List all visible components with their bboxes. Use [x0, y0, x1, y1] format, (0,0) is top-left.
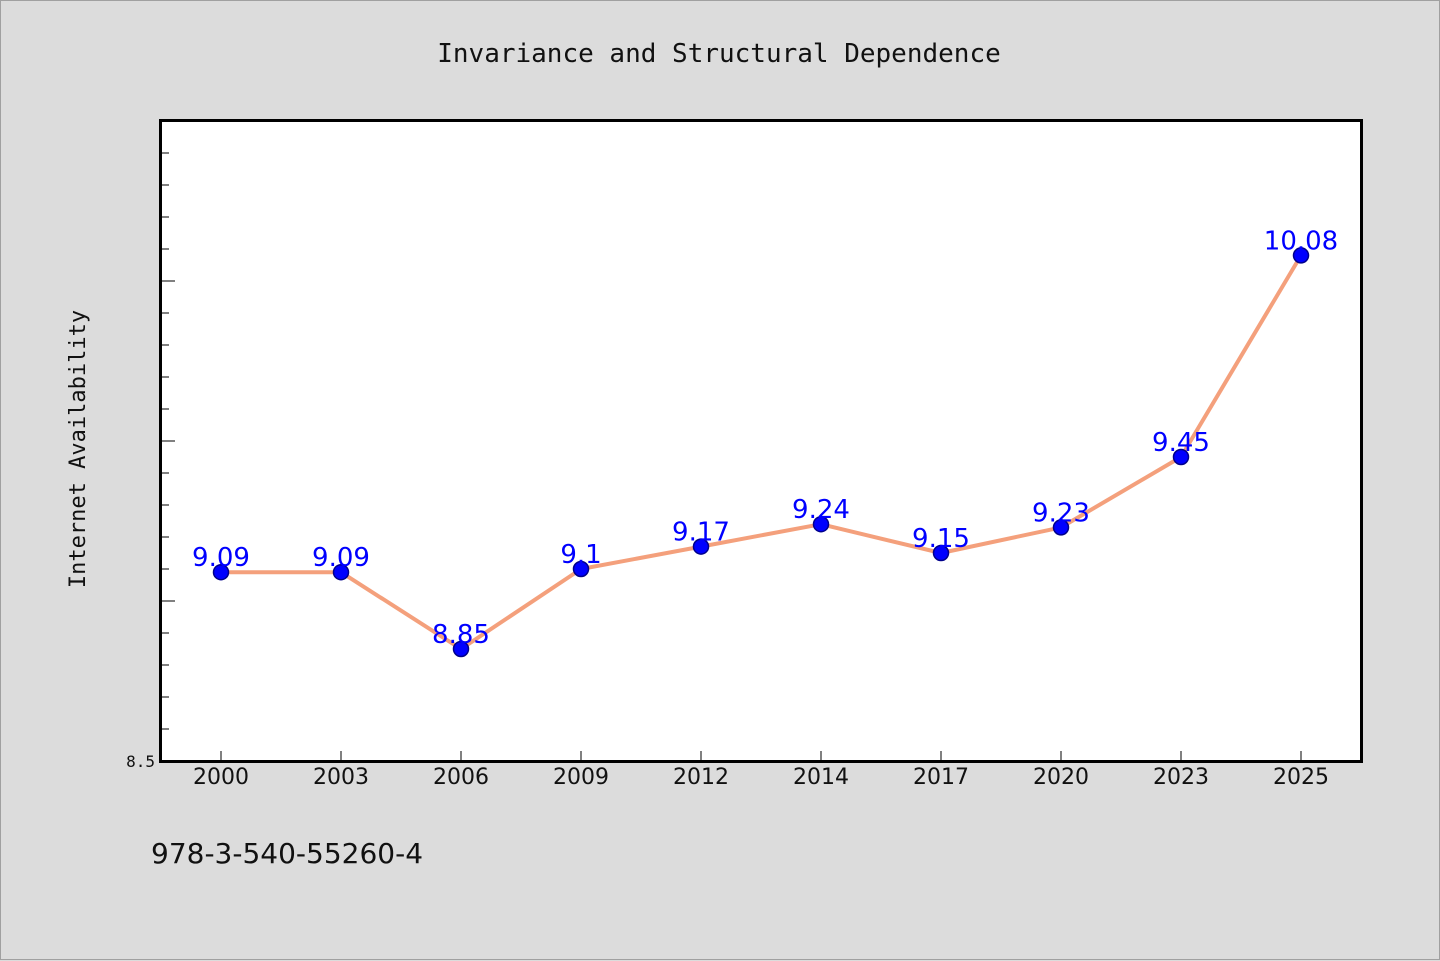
data-point [932, 544, 950, 562]
data-point [1292, 247, 1310, 264]
data-label: 8.85 [432, 620, 490, 650]
isbn-text: 978-3-540-55260-4 [151, 837, 424, 870]
plot-area [159, 119, 1363, 763]
data-point [1172, 448, 1190, 466]
x-tick-label: 2009 [553, 765, 609, 790]
y-tick-label: 8.5 [126, 752, 155, 771]
data-point [452, 640, 470, 658]
chart-title: Invariance and Structural Dependence [437, 39, 1001, 69]
x-tick-label: 2000 [193, 765, 249, 790]
data-label: 9.45 [1152, 428, 1210, 458]
y-axis-ticks: 8.5 [126, 152, 175, 771]
series-group [212, 247, 1310, 658]
data-labels: 9.09 9.09 8.85 9.1 9.17 9.24 9.15 9.23 9.45 10.08 [192, 226, 1338, 650]
x-tick-label: 2023 [1153, 765, 1209, 790]
x-tick-label: 2006 [433, 765, 489, 790]
data-label: 9.1 [560, 540, 601, 570]
data-point [572, 560, 590, 578]
data-point [1052, 519, 1070, 536]
data-label: 10.08 [1264, 226, 1338, 256]
data-point [332, 563, 350, 581]
x-tick-label: 2012 [673, 765, 729, 790]
data-label: 9.09 [192, 543, 250, 573]
data-label: 9.24 [792, 495, 850, 525]
x-tick-label: 2025 [1273, 765, 1329, 790]
data-point [212, 563, 230, 581]
data-label: 9.09 [312, 543, 370, 573]
x-tick-label: 2003 [313, 765, 369, 790]
x-tick-label: 2014 [793, 765, 849, 790]
data-point [812, 515, 830, 533]
x-tick-label: 2017 [913, 765, 969, 790]
data-point [692, 538, 710, 555]
x-axis-ticks: 2000 2003 2006 2009 2012 2014 2017 2020 2023 2025 [193, 751, 1329, 790]
data-label: 9.17 [672, 518, 730, 548]
data-label: 9.23 [1032, 498, 1090, 528]
data-label: 9.15 [912, 524, 970, 554]
series-line [221, 254, 1303, 651]
y-axis-label: Internet Availability [66, 310, 91, 588]
x-tick-label: 2020 [1033, 765, 1089, 790]
